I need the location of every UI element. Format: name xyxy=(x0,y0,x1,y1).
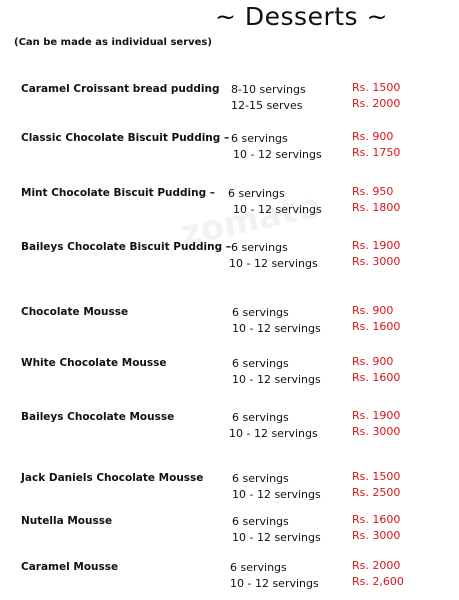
price: Rs. 900 xyxy=(352,130,394,143)
serving-size: 10 - 12 servings xyxy=(229,257,318,270)
price: Rs. 3000 xyxy=(352,255,401,268)
price: Rs. 1500 xyxy=(352,470,401,483)
item-name: Classic Chocolate Biscuit Pudding – xyxy=(21,132,230,144)
serving-size: 6 servings xyxy=(231,132,288,145)
serving-size: 10 - 12 servings xyxy=(232,531,321,544)
price: Rs. 1600 xyxy=(352,513,401,526)
serving-size: 10 - 12 servings xyxy=(233,203,322,216)
price: Rs. 2500 xyxy=(352,486,401,499)
serving-size: 6 servings xyxy=(232,411,289,424)
serving-size: 10 - 12 servings xyxy=(232,488,321,501)
menu-title: ~ Desserts ~ xyxy=(215,2,388,31)
serving-size: 10 - 12 servings xyxy=(230,577,319,590)
price: Rs. 950 xyxy=(352,185,394,198)
item-name: Nutella Mousse xyxy=(21,515,113,527)
price: Rs. 3000 xyxy=(352,529,401,542)
price: Rs. 1600 xyxy=(352,371,401,384)
price: Rs. 1600 xyxy=(352,320,401,333)
price: Rs. 1900 xyxy=(352,409,401,422)
serving-size: 6 servings xyxy=(231,241,288,254)
price: Rs. 1500 xyxy=(352,81,401,94)
serving-size: 6 servings xyxy=(228,187,285,200)
serving-size: 6 servings xyxy=(232,472,289,485)
price: Rs. 1800 xyxy=(352,201,401,214)
serving-size: 6 servings xyxy=(232,306,289,319)
serving-size: 6 servings xyxy=(230,561,287,574)
item-name: Mint Chocolate Biscuit Pudding – xyxy=(21,187,216,199)
item-name: Baileys Chocolate Biscuit Pudding – xyxy=(21,241,231,253)
serving-size: 10 - 12 servings xyxy=(229,427,318,440)
item-name: Caramel Mousse xyxy=(21,561,119,573)
item-name: Baileys Chocolate Mousse xyxy=(21,411,175,423)
item-name: White Chocolate Mousse xyxy=(21,357,167,369)
price: Rs. 2000 xyxy=(352,559,401,572)
price: Rs. 3000 xyxy=(352,425,401,438)
serving-size: 8-10 servings xyxy=(231,83,306,96)
item-name: Chocolate Mousse xyxy=(21,306,129,318)
price: Rs. 2000 xyxy=(352,97,401,110)
price: Rs. 1900 xyxy=(352,239,401,252)
price: Rs. 2,600 xyxy=(352,575,404,588)
price: Rs. 1750 xyxy=(352,146,401,159)
price: Rs. 900 xyxy=(352,355,394,368)
price: Rs. 900 xyxy=(352,304,394,317)
serving-size: 10 - 12 servings xyxy=(233,148,322,161)
menu-subtitle: (Can be made as individual serves) xyxy=(14,37,212,48)
serving-size: 10 - 12 servings xyxy=(232,373,321,386)
serving-size: 6 servings xyxy=(232,515,289,528)
item-name: Caramel Croissant bread pudding xyxy=(21,83,220,95)
serving-size: 6 servings xyxy=(232,357,289,370)
serving-size: 10 - 12 servings xyxy=(232,322,321,335)
serving-size: 12-15 serves xyxy=(231,99,303,112)
item-name: Jack Daniels Chocolate Mousse xyxy=(21,472,204,484)
